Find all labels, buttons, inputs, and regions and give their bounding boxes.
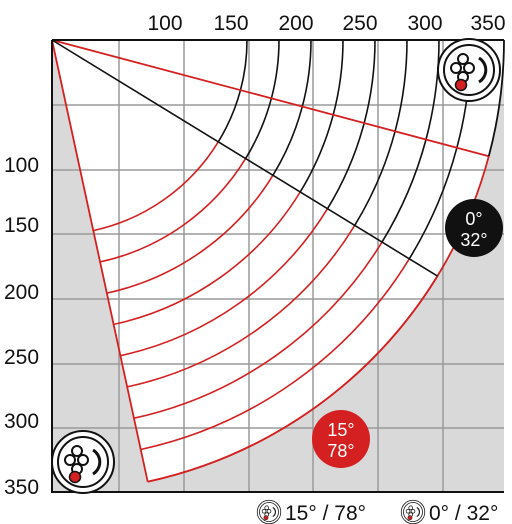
red-arc <box>106 174 274 294</box>
legend-black-label: 0° / 32° <box>429 502 498 524</box>
badge-black: 0° 32° <box>445 199 503 257</box>
hinge-inner-ring <box>403 502 423 522</box>
legend-hinge-icon-red <box>256 499 282 524</box>
red-arc <box>93 141 219 232</box>
black-arc <box>301 39 312 107</box>
black-arc <box>381 139 427 243</box>
black-arc <box>425 39 440 140</box>
black-arcs <box>217 39 472 260</box>
swing-region-black <box>52 40 505 277</box>
hinge-dot <box>454 78 468 92</box>
red-arc <box>99 158 247 263</box>
hinge-hole <box>450 62 462 74</box>
black-arc <box>244 98 273 160</box>
red-boundary-top <box>51 39 490 158</box>
hinge-hole <box>266 508 272 514</box>
x-tick-label: 350 <box>470 12 505 35</box>
hinge-icon <box>51 430 115 494</box>
black-arc <box>239 39 248 91</box>
badge-black-circle <box>445 199 503 257</box>
badge-red-circle <box>312 410 370 468</box>
hinge-slot <box>416 506 420 518</box>
hinge-inner-ring <box>443 44 495 96</box>
y-tick-label: 100 <box>4 154 39 177</box>
y-tick-label: 150 <box>4 214 39 237</box>
black-arc <box>332 39 344 116</box>
black-arc <box>354 130 396 226</box>
black-swing-fill <box>52 40 505 277</box>
y-tick-label: 200 <box>4 281 39 304</box>
black-outer-arc <box>487 39 505 157</box>
hinge-hole <box>64 454 76 466</box>
hinge-hole <box>457 53 469 65</box>
red-arc <box>113 191 301 326</box>
badge-black-line2: 32° <box>460 230 487 250</box>
y-axis-labels: 100 150 200 250 300 350 <box>4 154 39 499</box>
x-tick-label: 100 <box>147 12 182 35</box>
black-boundary <box>51 39 438 277</box>
hinge-hole <box>71 445 83 457</box>
hinge-hole <box>77 454 89 466</box>
badge-red-line1: 15° <box>327 420 354 440</box>
hinge-slot <box>272 506 276 518</box>
hinge-hole <box>408 505 413 511</box>
y-tick-label: 350 <box>4 476 39 499</box>
x-tick-label: 250 <box>342 12 377 35</box>
red-arc <box>140 258 410 451</box>
legend-hinge-icon-black <box>400 499 426 524</box>
badge-red-line2: 78° <box>327 441 354 461</box>
hinge-hole <box>261 508 267 514</box>
hinge-hole <box>264 505 269 511</box>
x-tick-label: 300 <box>407 12 442 35</box>
legend-red-label: 15° / 78° <box>285 502 366 524</box>
red-arc <box>120 208 329 357</box>
black-arc <box>217 89 242 143</box>
black-arc <box>394 39 408 132</box>
black-arc <box>408 147 458 260</box>
black-arc <box>270 39 280 99</box>
hinge-hole <box>405 508 411 514</box>
black-arc <box>363 39 376 124</box>
hinge-dot <box>68 470 82 484</box>
legend: 15° / 78° 0° / 32° <box>256 499 498 524</box>
hinge-inner-ring <box>259 502 279 522</box>
hinge-slot <box>92 448 102 476</box>
plot-frame <box>51 39 504 493</box>
x-tick-label: 150 <box>213 12 248 35</box>
red-arc <box>127 224 356 388</box>
black-arc <box>299 114 334 193</box>
badge-black-line1: 0° <box>465 209 482 229</box>
hinge-inner-ring <box>57 436 109 488</box>
x-axis-labels: 100 150 200 250 300 350 <box>147 12 505 35</box>
hinge-hole <box>410 508 416 514</box>
red-boundary-bottom <box>51 39 149 482</box>
y-tick-label: 300 <box>4 410 39 433</box>
hinge-slot <box>478 56 488 84</box>
hinge-dot <box>263 515 269 521</box>
hinge-dot <box>407 515 413 521</box>
red-arc <box>133 241 383 419</box>
x-tick-label: 200 <box>278 12 313 35</box>
black-arc <box>326 122 365 210</box>
hinge-hole <box>463 62 475 74</box>
badge-red: 15° 78° <box>312 410 370 468</box>
hinge-icon <box>437 38 501 102</box>
black-arc <box>272 106 304 176</box>
y-tick-label: 250 <box>4 346 39 369</box>
